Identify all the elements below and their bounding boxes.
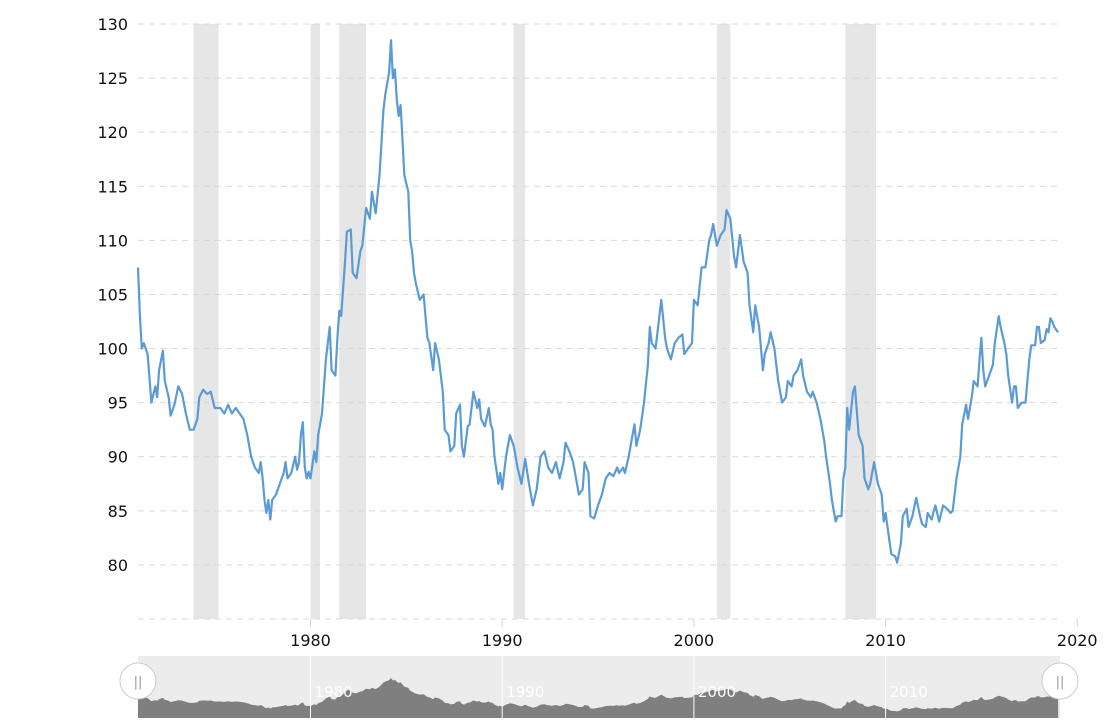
navigator-series-area [138, 678, 1059, 718]
y-tick-label: 130 [97, 15, 128, 34]
navigator-left-handle-knob[interactable] [119, 662, 157, 700]
navigator-label: 2000 [698, 683, 736, 701]
y-tick-label: 125 [97, 69, 128, 88]
x-tick-label: 2010 [865, 631, 906, 650]
recession-band [513, 24, 526, 619]
navigator[interactable]: 1980 1990 2000 2010 || || [119, 656, 1079, 718]
navigator-label: 1990 [506, 683, 544, 701]
x-tick-label: 1980 [290, 631, 331, 650]
recession-band [845, 24, 876, 619]
recession-band [716, 24, 731, 619]
series [136, 39, 1059, 564]
recession-band [339, 24, 367, 619]
navigator-label: 1980 [315, 683, 353, 701]
y-axis: 80 85 90 95 100 105 110 115 120 125 130 [97, 15, 128, 575]
y-tick-label: 120 [97, 123, 128, 142]
grip-lines-icon: || [1056, 675, 1065, 690]
y-tick-label: 100 [97, 340, 128, 359]
recession-band [310, 24, 321, 619]
navigator-label: 2010 [890, 683, 928, 701]
navigator-labels: 1980 1990 2000 2010 [310, 656, 928, 718]
series-line [136, 39, 1059, 564]
x-tick-label: 2000 [674, 631, 715, 650]
y-tick-label: 115 [97, 177, 128, 196]
x-axis: 1980 1990 2000 2010 2020 [290, 619, 1098, 650]
y-tick-label: 80 [108, 556, 128, 575]
x-tick-label: 1990 [482, 631, 523, 650]
navigator-right-handle[interactable]: || [1041, 662, 1079, 700]
y-tick-label: 95 [108, 394, 128, 413]
recession-bands [193, 24, 876, 619]
y-tick-label: 90 [108, 448, 128, 467]
y-tick-label: 85 [108, 502, 128, 521]
x-tick-label: 2020 [1057, 631, 1098, 650]
navigator-left-handle[interactable]: || [119, 662, 157, 700]
navigator-right-handle-knob[interactable] [1041, 662, 1079, 700]
y-tick-label: 105 [97, 285, 128, 304]
y-tick-label: 110 [97, 231, 128, 250]
gridlines [138, 23, 1060, 620]
grip-lines-icon: || [134, 675, 143, 690]
recession-band [193, 24, 219, 619]
